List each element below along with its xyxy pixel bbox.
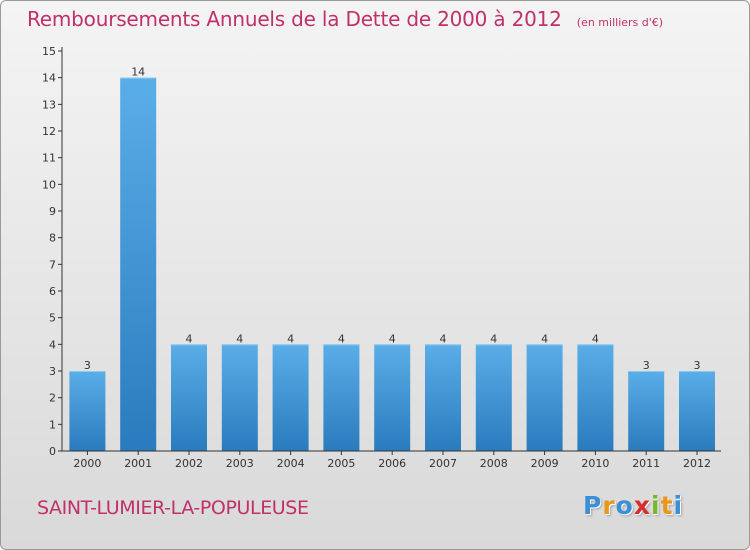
logo-letter: x xyxy=(633,491,651,520)
bar xyxy=(171,344,207,451)
y-tick-label: 1 xyxy=(49,418,56,431)
x-tick-label: 2009 xyxy=(531,457,559,470)
y-tick-label: 14 xyxy=(42,72,56,85)
data-label: 14 xyxy=(131,66,145,79)
logo-letter: t xyxy=(660,491,674,520)
data-label: 3 xyxy=(643,359,650,372)
bars: 3 14 4 4 4 4 4 4 4 4 4 3 3 xyxy=(69,66,715,452)
x-tick-label: 2003 xyxy=(226,457,254,470)
x-tick-label: 2012 xyxy=(683,457,711,470)
y-tick-label: 13 xyxy=(42,98,56,111)
data-label: 4 xyxy=(440,332,447,345)
y-tick-label: 5 xyxy=(49,312,56,325)
title-row: Remboursements Annuels de la Dette de 20… xyxy=(27,7,663,31)
logo-letter: i xyxy=(673,491,684,520)
bar xyxy=(120,77,157,452)
bar xyxy=(628,371,665,451)
data-label: 3 xyxy=(694,359,701,372)
data-label: 3 xyxy=(84,359,91,372)
x-tick-label: 2001 xyxy=(124,457,152,470)
y-tick-label: 11 xyxy=(42,152,56,165)
y-tick-label: 8 xyxy=(49,232,56,245)
proxiti-logo[interactable]: Proxiti xyxy=(583,491,683,520)
bar xyxy=(69,371,106,451)
y-tick-label: 12 xyxy=(42,125,56,138)
x-tick-label: 2010 xyxy=(581,457,609,470)
y-tick-label: 6 xyxy=(49,285,56,298)
logo-letter: i xyxy=(651,491,661,520)
y-tick-label: 0 xyxy=(49,445,56,458)
y-tick-label: 4 xyxy=(49,338,56,351)
bar xyxy=(323,344,360,451)
y-tick-label: 3 xyxy=(49,365,56,378)
y-tick-label: 7 xyxy=(49,258,56,271)
x-tick-label: 2004 xyxy=(277,457,305,470)
bar xyxy=(475,344,512,451)
data-label: 4 xyxy=(389,332,396,345)
x-tick-label: 2008 xyxy=(480,457,508,470)
x-tick-label: 2005 xyxy=(327,457,355,470)
x-tick-label: 2002 xyxy=(175,457,203,470)
bar xyxy=(221,344,258,451)
logo-letter: o xyxy=(615,491,634,520)
chart-title: Remboursements Annuels de la Dette de 20… xyxy=(27,7,562,31)
x-tick-label: 2007 xyxy=(429,457,457,470)
bar xyxy=(425,344,461,451)
logo-letter: r xyxy=(602,491,616,520)
data-label: 4 xyxy=(186,332,193,345)
chart-subtitle: (en milliers d'€) xyxy=(576,16,664,29)
data-label: 4 xyxy=(541,332,548,345)
commune-name: SAINT-LUMIER-LA-POPULEUSE xyxy=(37,497,309,519)
x-axis: 2000 2001 2002 2003 2004 2005 2006 2007 2008 2009… xyxy=(62,450,721,470)
logo-letter: P xyxy=(583,491,603,520)
data-label: 4 xyxy=(490,332,497,345)
bar xyxy=(526,344,563,451)
bar xyxy=(272,344,309,451)
bar xyxy=(577,344,614,451)
y-tick-label: 15 xyxy=(42,45,56,58)
x-tick-label: 2000 xyxy=(73,457,101,470)
data-label: 4 xyxy=(338,332,345,345)
data-label: 4 xyxy=(287,332,294,345)
y-tick-label: 9 xyxy=(49,205,56,218)
data-label: 4 xyxy=(236,332,243,345)
data-label: 4 xyxy=(592,332,599,345)
x-tick-label: 2011 xyxy=(632,457,660,470)
y-tick-label: 10 xyxy=(42,178,56,191)
bar xyxy=(679,371,715,451)
x-tick-label: 2006 xyxy=(378,457,406,470)
bar xyxy=(374,344,411,451)
y-tick-label: 2 xyxy=(49,392,56,405)
